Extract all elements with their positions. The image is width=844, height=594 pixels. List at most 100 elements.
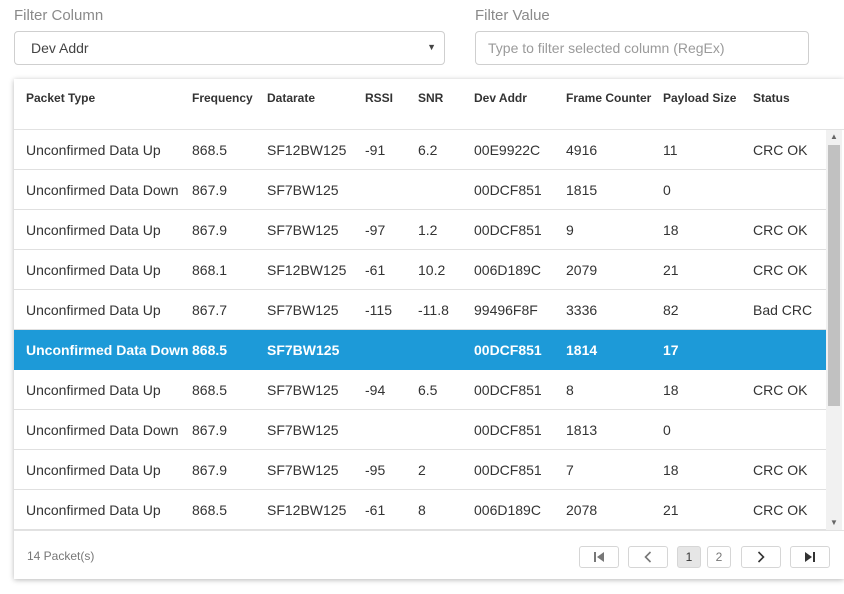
cell-frame-counter: 1814 [566,342,598,358]
cell-dev-addr: 00DCF851 [474,342,542,358]
cell-dev-addr: 006D189C [474,502,541,518]
cell-frequency: 867.9 [192,422,228,438]
cell-packet-type: Unconfirmed Data Down [26,422,179,438]
cell-rssi: -61 [365,502,386,518]
dropdown-arrow-icon: ▼ [427,42,436,52]
cell-packet-type: Unconfirmed Data Up [26,502,161,518]
packet-table-card: Packet Type Frequency Datarate RSSI SNR … [14,79,844,579]
last-page-icon [805,551,815,562]
cell-dev-addr: 00DCF851 [474,422,542,438]
cell-rssi: -61 [365,262,386,278]
filter-column-select[interactable]: Dev Addr ▼ [14,31,445,65]
cell-datarate: SF12BW125 [267,502,347,518]
cell-payload-size: 18 [663,462,679,478]
table-row[interactable]: Unconfirmed Data Up 867.7 SF7BW125 -115 -11.… [14,290,826,330]
chevron-right-icon [757,551,765,563]
filter-value-input[interactable] [475,31,809,65]
cell-datarate: SF7BW125 [267,302,339,318]
cell-payload-size: 11 [663,142,678,158]
table-row[interactable]: Unconfirmed Data Up 868.5 SF12BW125 -61 8 006… [14,490,826,530]
first-page-button[interactable] [579,546,619,568]
previous-page-button[interactable] [628,546,668,568]
table-row[interactable]: Unconfirmed Data Up 867.9 SF7BW125 -95 2 00DC… [14,450,826,490]
first-page-icon [594,551,604,562]
header-payload-size[interactable]: Payload Size [663,91,737,105]
cell-dev-addr: 00DCF851 [474,462,542,478]
cell-frame-counter: 1813 [566,422,598,438]
cell-rssi: -115 [365,302,392,318]
cell-datarate: SF7BW125 [267,342,340,358]
table-row[interactable]: Unconfirmed Data Up 868.1 SF12BW125 -61 10.2… [14,250,826,290]
cell-status: CRC OK [753,382,808,398]
cell-dev-addr: 99496F8F [474,302,538,318]
filter-column-selected-value: Dev Addr [31,40,89,56]
table-row[interactable]: Unconfirmed Data Down 868.5 SF7BW125 00DCF8… [14,330,826,370]
cell-frame-counter: 9 [566,222,574,238]
cell-packet-type: Unconfirmed Data Up [26,302,161,318]
cell-payload-size: 82 [663,302,679,318]
table-scrollbar[interactable]: ▲ ▼ [826,130,842,530]
cell-rssi: -91 [365,142,386,158]
header-snr[interactable]: SNR [418,91,444,105]
cell-snr: -11.8 [418,302,449,318]
cell-frame-counter: 8 [566,382,574,398]
cell-packet-type: Unconfirmed Data Up [26,142,161,158]
table-row[interactable]: Unconfirmed Data Up 868.5 SF12BW125 -91 6.2 0… [14,130,826,170]
page-button-1[interactable]: 1 [677,546,701,568]
cell-status: Bad CRC [753,302,813,318]
cell-datarate: SF7BW125 [267,422,339,438]
table-row[interactable]: Unconfirmed Data Up 867.9 SF7BW125 -97 1.2 00… [14,210,826,250]
cell-dev-addr: 00DCF851 [474,182,542,198]
header-dev-addr[interactable]: Dev Addr [474,91,527,105]
cell-snr: 8 [418,502,426,518]
cell-status: CRC OK [753,262,808,278]
cell-dev-addr: 00E9922C [474,142,541,158]
table-footer: 14 Packet(s) 1 2 [14,530,844,579]
cell-payload-size: 18 [663,222,679,238]
cell-frequency: 868.5 [192,142,228,158]
cell-frequency: 867.9 [192,182,228,198]
cell-packet-type: Unconfirmed Data Up [26,382,161,398]
table-header: Packet Type Frequency Datarate RSSI SNR … [14,79,844,130]
cell-dev-addr: 00DCF851 [474,222,542,238]
header-rssi[interactable]: RSSI [365,91,394,105]
cell-packet-type: Unconfirmed Data Down [26,182,179,198]
header-datarate[interactable]: Datarate [267,91,316,105]
cell-frequency: 867.9 [192,462,228,478]
cell-snr: 1.2 [418,222,438,238]
scroll-thumb[interactable] [828,145,840,406]
table-row[interactable]: Unconfirmed Data Down 867.9 SF7BW125 00DCF8… [14,170,826,210]
page-button-2[interactable]: 2 [707,546,731,568]
table-row[interactable]: Unconfirmed Data Up 868.5 SF7BW125 -94 6.5 00… [14,370,826,410]
cell-payload-size: 0 [663,422,671,438]
cell-packet-type: Unconfirmed Data Up [26,462,161,478]
cell-status: CRC OK [753,142,808,158]
cell-snr: 10.2 [418,262,446,278]
cell-payload-size: 21 [663,502,679,518]
cell-status: CRC OK [753,222,808,238]
filter-column-label: Filter Column [14,7,104,24]
cell-frame-counter: 4916 [566,142,598,158]
header-frequency[interactable]: Frequency [192,91,253,105]
scroll-down-arrow-icon[interactable]: ▼ [830,518,838,527]
cell-snr: 2 [418,462,426,478]
header-frame-counter[interactable]: Frame Counter [566,91,652,105]
header-status[interactable]: Status [753,91,790,105]
scroll-up-arrow-icon[interactable]: ▲ [830,132,838,141]
cell-frequency: 867.7 [192,302,228,318]
cell-rssi: -94 [365,382,386,398]
cell-frequency: 868.1 [192,262,228,278]
cell-datarate: SF7BW125 [267,182,339,198]
next-page-button[interactable] [741,546,781,568]
cell-dev-addr: 006D189C [474,262,541,278]
cell-status: CRC OK [753,462,808,478]
cell-frame-counter: 2079 [566,262,598,278]
last-page-button[interactable] [790,546,830,568]
chevron-left-icon [644,551,652,563]
cell-frame-counter: 1815 [566,182,598,198]
cell-frame-counter: 7 [566,462,574,478]
cell-datarate: SF12BW125 [267,142,347,158]
header-packet-type[interactable]: Packet Type [26,91,96,105]
table-row[interactable]: Unconfirmed Data Down 867.9 SF7BW125 00DCF8… [14,410,826,450]
cell-payload-size: 17 [663,342,679,358]
